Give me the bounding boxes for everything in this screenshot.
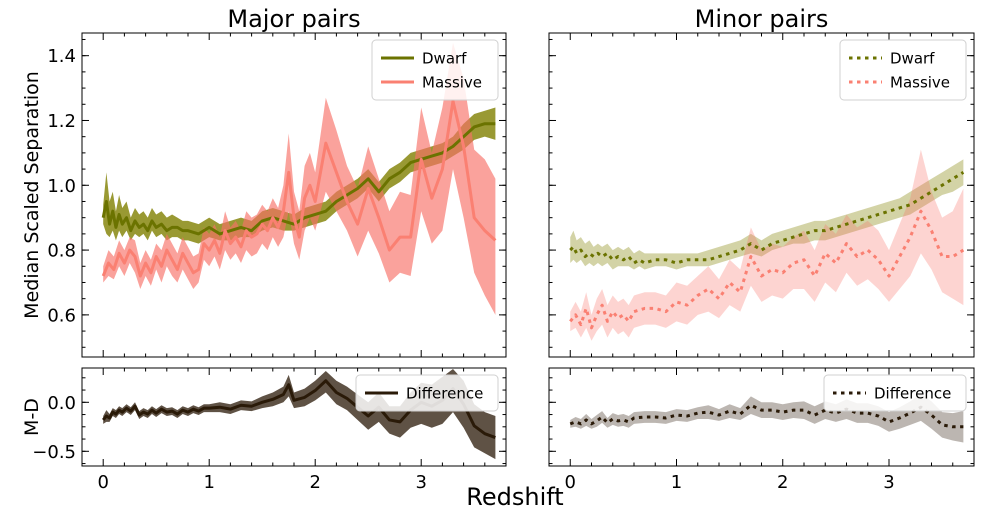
series-line-massive xyxy=(569,209,965,330)
panel-minor-pairs-difference: 0 1 2 3 Difference xyxy=(548,367,975,493)
legend-box xyxy=(823,374,967,412)
series-band-massive xyxy=(103,42,496,315)
y-axis-label: Median Scaled Separation xyxy=(21,71,43,319)
x-tick-label: 1 xyxy=(671,472,682,493)
panel-major-pairs-difference: −0.5 0.0 0 1 2 3 M-D Difference xyxy=(21,367,507,493)
plot-area xyxy=(101,42,497,315)
x-tick-label: 3 xyxy=(415,472,426,493)
legend: Dwarf Massive xyxy=(371,39,499,101)
series-line-dwarf xyxy=(101,122,496,236)
series-band-massive xyxy=(570,149,964,341)
series-line-difference xyxy=(102,379,496,439)
legend-box xyxy=(371,39,499,101)
y-tick-label: 1.2 xyxy=(47,111,76,132)
figure-xlabel: Redshift xyxy=(466,483,563,511)
legend-label-difference: Difference xyxy=(406,385,483,403)
y-tick-label: 0.6 xyxy=(47,305,76,326)
series-line-massive xyxy=(101,99,497,278)
legend: Dwarf Massive xyxy=(839,39,967,101)
y-tick-label: 0.8 xyxy=(47,241,76,262)
x-tick-label: 2 xyxy=(309,472,320,493)
series-band-dwarf xyxy=(570,159,964,270)
y-tick-label: −0.5 xyxy=(32,442,76,463)
series-line-dwarf xyxy=(569,171,965,265)
x-tick-label: 0 xyxy=(97,472,108,493)
legend-box xyxy=(355,374,499,412)
panel-major-pairs-top: 0.6 0.8 1.0 1.2 1.4 Major pairs Median Scaled … xyxy=(21,5,507,358)
x-tick-label: 1 xyxy=(203,472,214,493)
panel-title: Minor pairs xyxy=(695,5,829,33)
y-tick-label: 0.0 xyxy=(47,393,76,414)
legend: Difference xyxy=(355,374,499,412)
legend-label-dwarf: Dwarf xyxy=(422,50,467,68)
panel-title: Major pairs xyxy=(227,5,360,33)
legend: Difference xyxy=(823,374,967,412)
y-tick-label: 1.0 xyxy=(47,176,76,197)
y-tick-label: 1.4 xyxy=(47,46,76,67)
plot-area xyxy=(569,149,965,341)
x-tick-label: 2 xyxy=(777,472,788,493)
legend-label-massive: Massive xyxy=(422,74,482,92)
legend-label-difference: Difference xyxy=(874,385,951,403)
series-line-difference xyxy=(569,403,964,429)
legend-label-dwarf: Dwarf xyxy=(890,50,935,68)
legend-label-massive: Massive xyxy=(890,74,950,92)
x-tick-label: 0 xyxy=(565,472,576,493)
x-tick-label: 3 xyxy=(883,472,894,493)
y-axis-label: M-D xyxy=(21,398,43,436)
legend-box xyxy=(839,39,967,101)
panel-minor-pairs-top: Minor pairs Dwarf Massive xyxy=(548,5,975,358)
